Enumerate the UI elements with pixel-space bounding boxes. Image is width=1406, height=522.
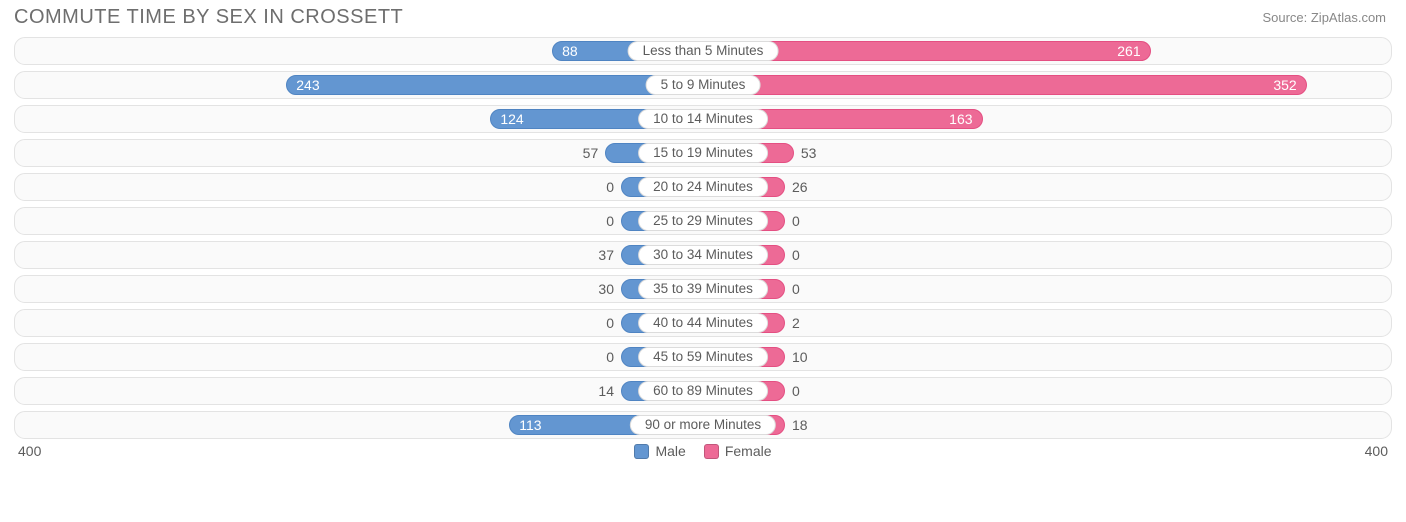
chart-row: 1131890 or more Minutes: [14, 411, 1392, 439]
chart-row: 88261Less than 5 Minutes: [14, 37, 1392, 65]
chart-legend: Male Female: [634, 443, 771, 459]
legend-male-label: Male: [655, 443, 685, 459]
axis-right-max: 400: [1365, 443, 1388, 459]
legend-male-swatch: [634, 444, 649, 459]
category-label: Less than 5 Minutes: [628, 41, 779, 61]
chart-row: 57 53 15 to 19 Minutes: [14, 139, 1392, 167]
category-label: 5 to 9 Minutes: [646, 75, 761, 95]
female-value: 18: [792, 415, 808, 435]
male-value: 37: [598, 245, 614, 265]
male-value: 30: [598, 279, 614, 299]
chart-area: 88261Less than 5 Minutes 2433525 to 9 Min…: [0, 31, 1406, 439]
category-label: 45 to 59 Minutes: [638, 347, 768, 367]
male-value: 57: [583, 143, 599, 163]
chart-header: COMMUTE TIME BY SEX IN CROSSETT Source: …: [0, 0, 1406, 31]
category-label: 30 to 34 Minutes: [638, 245, 768, 265]
male-value: 0: [606, 177, 614, 197]
category-label: 10 to 14 Minutes: [638, 109, 768, 129]
category-label: 20 to 24 Minutes: [638, 177, 768, 197]
chart-source: Source: ZipAtlas.com: [1262, 6, 1386, 25]
chart-footer: 400 Male Female 400: [0, 443, 1406, 459]
chart-row: 0 10 45 to 59 Minutes: [14, 343, 1392, 371]
legend-female-label: Female: [725, 443, 772, 459]
chart-row: 0 26 20 to 24 Minutes: [14, 173, 1392, 201]
category-label: 15 to 19 Minutes: [638, 143, 768, 163]
male-value: 243: [286, 75, 703, 95]
female-value: 2: [792, 313, 800, 333]
chart-row: 37 0 30 to 34 Minutes: [14, 241, 1392, 269]
category-label: 90 or more Minutes: [630, 415, 776, 435]
legend-female-swatch: [704, 444, 719, 459]
category-label: 40 to 44 Minutes: [638, 313, 768, 333]
chart-row: 0 0 25 to 29 Minutes: [14, 207, 1392, 235]
chart-row: 30 0 35 to 39 Minutes: [14, 275, 1392, 303]
male-value: 14: [598, 381, 614, 401]
female-value: 0: [792, 279, 800, 299]
female-value: 10: [792, 347, 808, 367]
chart-row: 2433525 to 9 Minutes: [14, 71, 1392, 99]
chart-row: 14 0 60 to 89 Minutes: [14, 377, 1392, 405]
male-value: 0: [606, 211, 614, 231]
category-label: 35 to 39 Minutes: [638, 279, 768, 299]
legend-male: Male: [634, 443, 685, 459]
female-value: 352: [703, 75, 1307, 95]
female-value: 0: [792, 245, 800, 265]
male-value: 0: [606, 313, 614, 333]
chart-row: 12416310 to 14 Minutes: [14, 105, 1392, 133]
female-value: 53: [801, 143, 817, 163]
axis-left-max: 400: [18, 443, 41, 459]
female-value: 0: [792, 211, 800, 231]
chart-row: 0 2 40 to 44 Minutes: [14, 309, 1392, 337]
legend-female: Female: [704, 443, 772, 459]
female-value: 0: [792, 381, 800, 401]
male-value: 0: [606, 347, 614, 367]
category-label: 60 to 89 Minutes: [638, 381, 768, 401]
category-label: 25 to 29 Minutes: [638, 211, 768, 231]
female-value: 26: [792, 177, 808, 197]
chart-title: COMMUTE TIME BY SEX IN CROSSETT: [14, 6, 403, 29]
